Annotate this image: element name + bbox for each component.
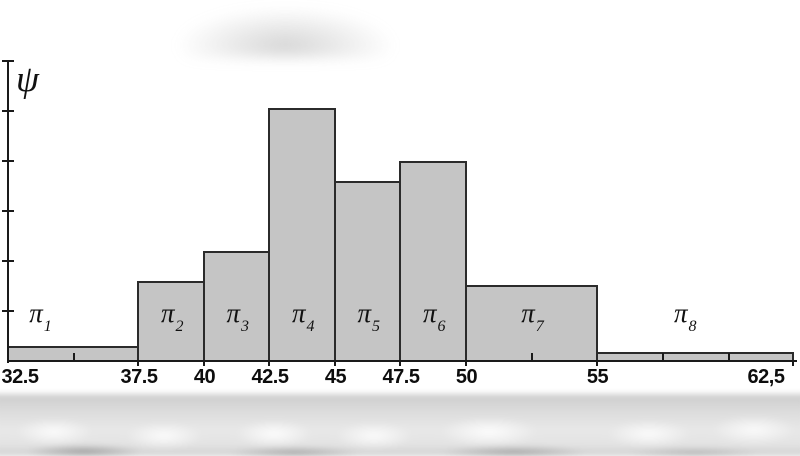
histogram-bar-π2: [137, 281, 205, 362]
pi-subscript: 8: [688, 318, 697, 335]
pi-subscript: 5: [372, 318, 381, 335]
bar-label-π8: π8: [673, 298, 697, 335]
pi-symbol: π: [226, 298, 241, 328]
pi-symbol: π: [160, 298, 175, 328]
y-axis-tick: [2, 160, 14, 162]
y-axis-tick: [2, 110, 14, 112]
histogram-bar-π7: [464, 285, 598, 362]
pi-subscript: 2: [175, 318, 184, 335]
y-axis-tick: [2, 310, 14, 312]
x-tick-label: 45: [324, 366, 347, 388]
pi-symbol: π: [422, 298, 437, 328]
x-axis-edge-tick: [333, 362, 336, 366]
y-axis-tick: [2, 260, 14, 262]
histogram-bar-π8: [595, 352, 794, 362]
bar-label-π7: π7: [521, 298, 544, 335]
x-axis: [7, 360, 797, 362]
pi-subscript: 1: [43, 318, 52, 335]
pi-symbol: π: [291, 298, 306, 328]
x-axis-minor-tick: [727, 353, 730, 361]
x-axis-minor-tick: [662, 353, 664, 361]
bottom-blur-band: [0, 394, 800, 456]
y-axis-tick: [2, 210, 14, 212]
x-axis-edge-tick: [792, 362, 794, 366]
x-axis-minor-tick: [531, 353, 533, 361]
histogram-bar-π5: [333, 181, 401, 362]
pi-symbol: π: [673, 298, 688, 328]
bar-label-π6: π6: [422, 298, 446, 335]
x-tick-label: 55: [586, 366, 609, 388]
x-tick-label: 50: [455, 366, 478, 388]
y-axis-label-psi: ψ: [16, 59, 39, 100]
pi-subscript: 3: [241, 318, 250, 335]
x-tick-label: 40: [193, 366, 216, 388]
x-axis-edge-tick: [399, 362, 401, 366]
x-tick-label: 32.5: [1, 366, 39, 388]
bar-label-π2: π2: [160, 298, 184, 335]
x-axis-edge-tick: [595, 362, 598, 366]
x-axis-edge-tick: [464, 362, 467, 366]
histogram-bar-π3: [202, 251, 270, 362]
pi-subscript: 4: [306, 318, 315, 335]
bar-label-π1: π1: [29, 298, 52, 335]
x-tick-label: 62,5: [747, 366, 785, 388]
pi-symbol: π: [357, 298, 372, 328]
pi-subscript: 7: [535, 318, 544, 335]
y-axis-tick: [2, 60, 14, 62]
top-blur-artifact: [178, 8, 393, 58]
x-tick-label: 47.5: [382, 366, 420, 388]
x-axis-edge-tick: [202, 362, 205, 366]
bar-label-π5: π5: [357, 298, 380, 335]
histogram-bar-π6: [399, 161, 467, 362]
pi-symbol: π: [521, 298, 535, 328]
histogram-bar-π4: [268, 108, 336, 362]
x-axis-edge-tick: [137, 362, 139, 366]
bar-label-π3: π3: [226, 298, 249, 335]
x-axis-edge-tick: [268, 362, 270, 366]
bar-label-π4: π4: [291, 298, 315, 335]
pi-symbol: π: [29, 298, 43, 328]
x-tick-label: 42.5: [251, 366, 289, 388]
pi-subscript: 6: [437, 318, 446, 335]
x-tick-label: 37.5: [120, 366, 158, 388]
x-axis-minor-tick: [72, 353, 75, 361]
